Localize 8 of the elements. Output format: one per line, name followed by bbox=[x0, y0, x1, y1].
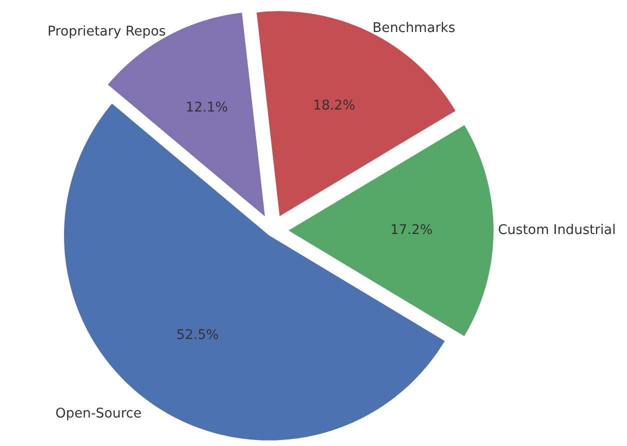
data-label: 18.2% bbox=[312, 98, 356, 114]
slice-label: Benchmarks bbox=[372, 20, 456, 36]
data-label: 17.2% bbox=[390, 223, 433, 238]
data-label: 12.1% bbox=[186, 100, 228, 116]
data-label: 52.5% bbox=[176, 328, 219, 344]
slice-label: Custom Industrial bbox=[498, 223, 616, 238]
slice-label: Open-Source bbox=[55, 406, 142, 422]
slice-label: Proprietary Repos bbox=[47, 24, 166, 40]
